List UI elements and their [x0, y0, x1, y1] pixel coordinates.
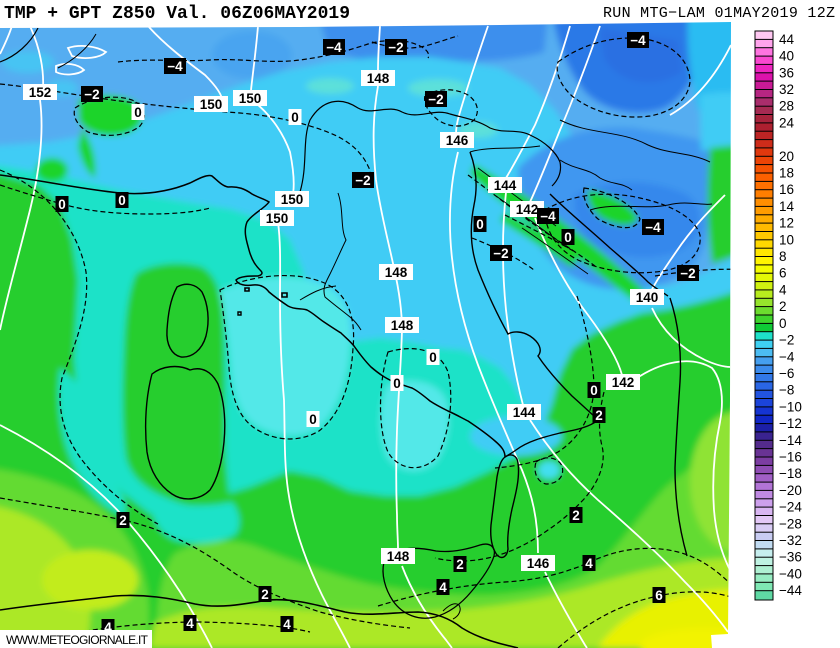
svg-text:142: 142: [516, 202, 539, 217]
svg-text:28: 28: [779, 99, 794, 114]
svg-text:14: 14: [779, 199, 795, 214]
svg-text:150: 150: [200, 97, 223, 112]
svg-text:−44: −44: [779, 583, 802, 598]
svg-text:18: 18: [779, 166, 794, 181]
svg-text:2: 2: [572, 508, 580, 523]
svg-text:−2: −2: [779, 333, 794, 348]
svg-text:−32: −32: [779, 533, 802, 548]
svg-text:0: 0: [779, 316, 787, 331]
svg-text:150: 150: [266, 211, 289, 226]
svg-text:2: 2: [119, 513, 127, 528]
svg-text:8: 8: [779, 249, 787, 264]
svg-text:RUN MTG−LAM 01MAY2019 12Z: RUN MTG−LAM 01MAY2019 12Z: [603, 5, 835, 22]
svg-text:6: 6: [655, 588, 663, 603]
svg-text:4: 4: [186, 616, 194, 631]
svg-text:44: 44: [779, 32, 795, 47]
svg-text:146: 146: [527, 556, 550, 571]
svg-text:0: 0: [590, 383, 598, 398]
svg-text:−2: −2: [355, 173, 370, 188]
svg-text:−14: −14: [779, 433, 802, 448]
svg-text:−8: −8: [779, 383, 794, 398]
svg-text:140: 140: [636, 290, 659, 305]
svg-text:150: 150: [239, 91, 262, 106]
svg-text:0: 0: [118, 193, 126, 208]
svg-text:0: 0: [309, 412, 317, 427]
svg-text:36: 36: [779, 65, 794, 80]
svg-text:0: 0: [291, 110, 299, 125]
svg-text:2: 2: [261, 587, 269, 602]
svg-text:10: 10: [779, 232, 794, 247]
svg-text:0: 0: [476, 217, 484, 232]
svg-text:−10: −10: [779, 399, 802, 414]
svg-text:6: 6: [779, 266, 787, 281]
svg-text:−36: −36: [779, 550, 802, 565]
svg-text:144: 144: [494, 178, 517, 193]
svg-text:4: 4: [585, 556, 593, 571]
svg-text:−6: −6: [779, 366, 794, 381]
svg-text:148: 148: [391, 318, 414, 333]
svg-text:152: 152: [29, 85, 52, 100]
svg-text:4: 4: [779, 282, 787, 297]
svg-text:−4: −4: [630, 33, 646, 48]
svg-text:24: 24: [779, 115, 795, 130]
svg-text:−28: −28: [779, 516, 802, 531]
svg-text:−2: −2: [680, 266, 695, 281]
svg-text:148: 148: [367, 71, 390, 86]
svg-text:−4: −4: [540, 209, 556, 224]
svg-text:0: 0: [393, 376, 401, 391]
svg-text:−4: −4: [326, 40, 342, 55]
svg-text:−4: −4: [167, 59, 183, 74]
svg-text:2: 2: [456, 557, 464, 572]
svg-text:WWW.METEOGIORNALE.IT: WWW.METEOGIORNALE.IT: [6, 633, 149, 647]
svg-text:2: 2: [779, 299, 787, 314]
svg-text:32: 32: [779, 82, 794, 97]
svg-text:2: 2: [595, 408, 603, 423]
svg-text:4: 4: [283, 617, 291, 632]
svg-text:−2: −2: [428, 92, 443, 107]
svg-text:148: 148: [387, 549, 410, 564]
svg-text:−18: −18: [779, 466, 802, 481]
svg-text:0: 0: [429, 350, 437, 365]
svg-text:4: 4: [104, 620, 112, 635]
svg-text:−2: −2: [84, 87, 99, 102]
svg-text:−40: −40: [779, 566, 802, 581]
svg-text:0: 0: [564, 230, 572, 245]
svg-text:−16: −16: [779, 450, 802, 465]
svg-text:0: 0: [134, 105, 142, 120]
svg-text:0: 0: [58, 197, 66, 212]
svg-text:148: 148: [385, 265, 408, 280]
svg-text:TMP + GPT Z850 Val. 06Z06MAY20: TMP + GPT Z850 Val. 06Z06MAY2019: [4, 4, 350, 24]
svg-text:146: 146: [446, 133, 469, 148]
svg-text:150: 150: [281, 192, 304, 207]
svg-text:−2: −2: [493, 246, 508, 261]
svg-text:−2: −2: [388, 40, 403, 55]
svg-text:12: 12: [779, 216, 794, 231]
svg-text:−12: −12: [779, 416, 802, 431]
svg-text:144: 144: [513, 405, 536, 420]
svg-text:40: 40: [779, 49, 794, 64]
svg-text:−4: −4: [779, 349, 795, 364]
svg-text:−24: −24: [779, 500, 802, 515]
svg-text:−20: −20: [779, 483, 802, 498]
svg-text:16: 16: [779, 182, 794, 197]
svg-text:142: 142: [612, 375, 635, 390]
svg-text:20: 20: [779, 149, 794, 164]
svg-text:−4: −4: [645, 220, 661, 235]
svg-text:4: 4: [439, 580, 447, 595]
